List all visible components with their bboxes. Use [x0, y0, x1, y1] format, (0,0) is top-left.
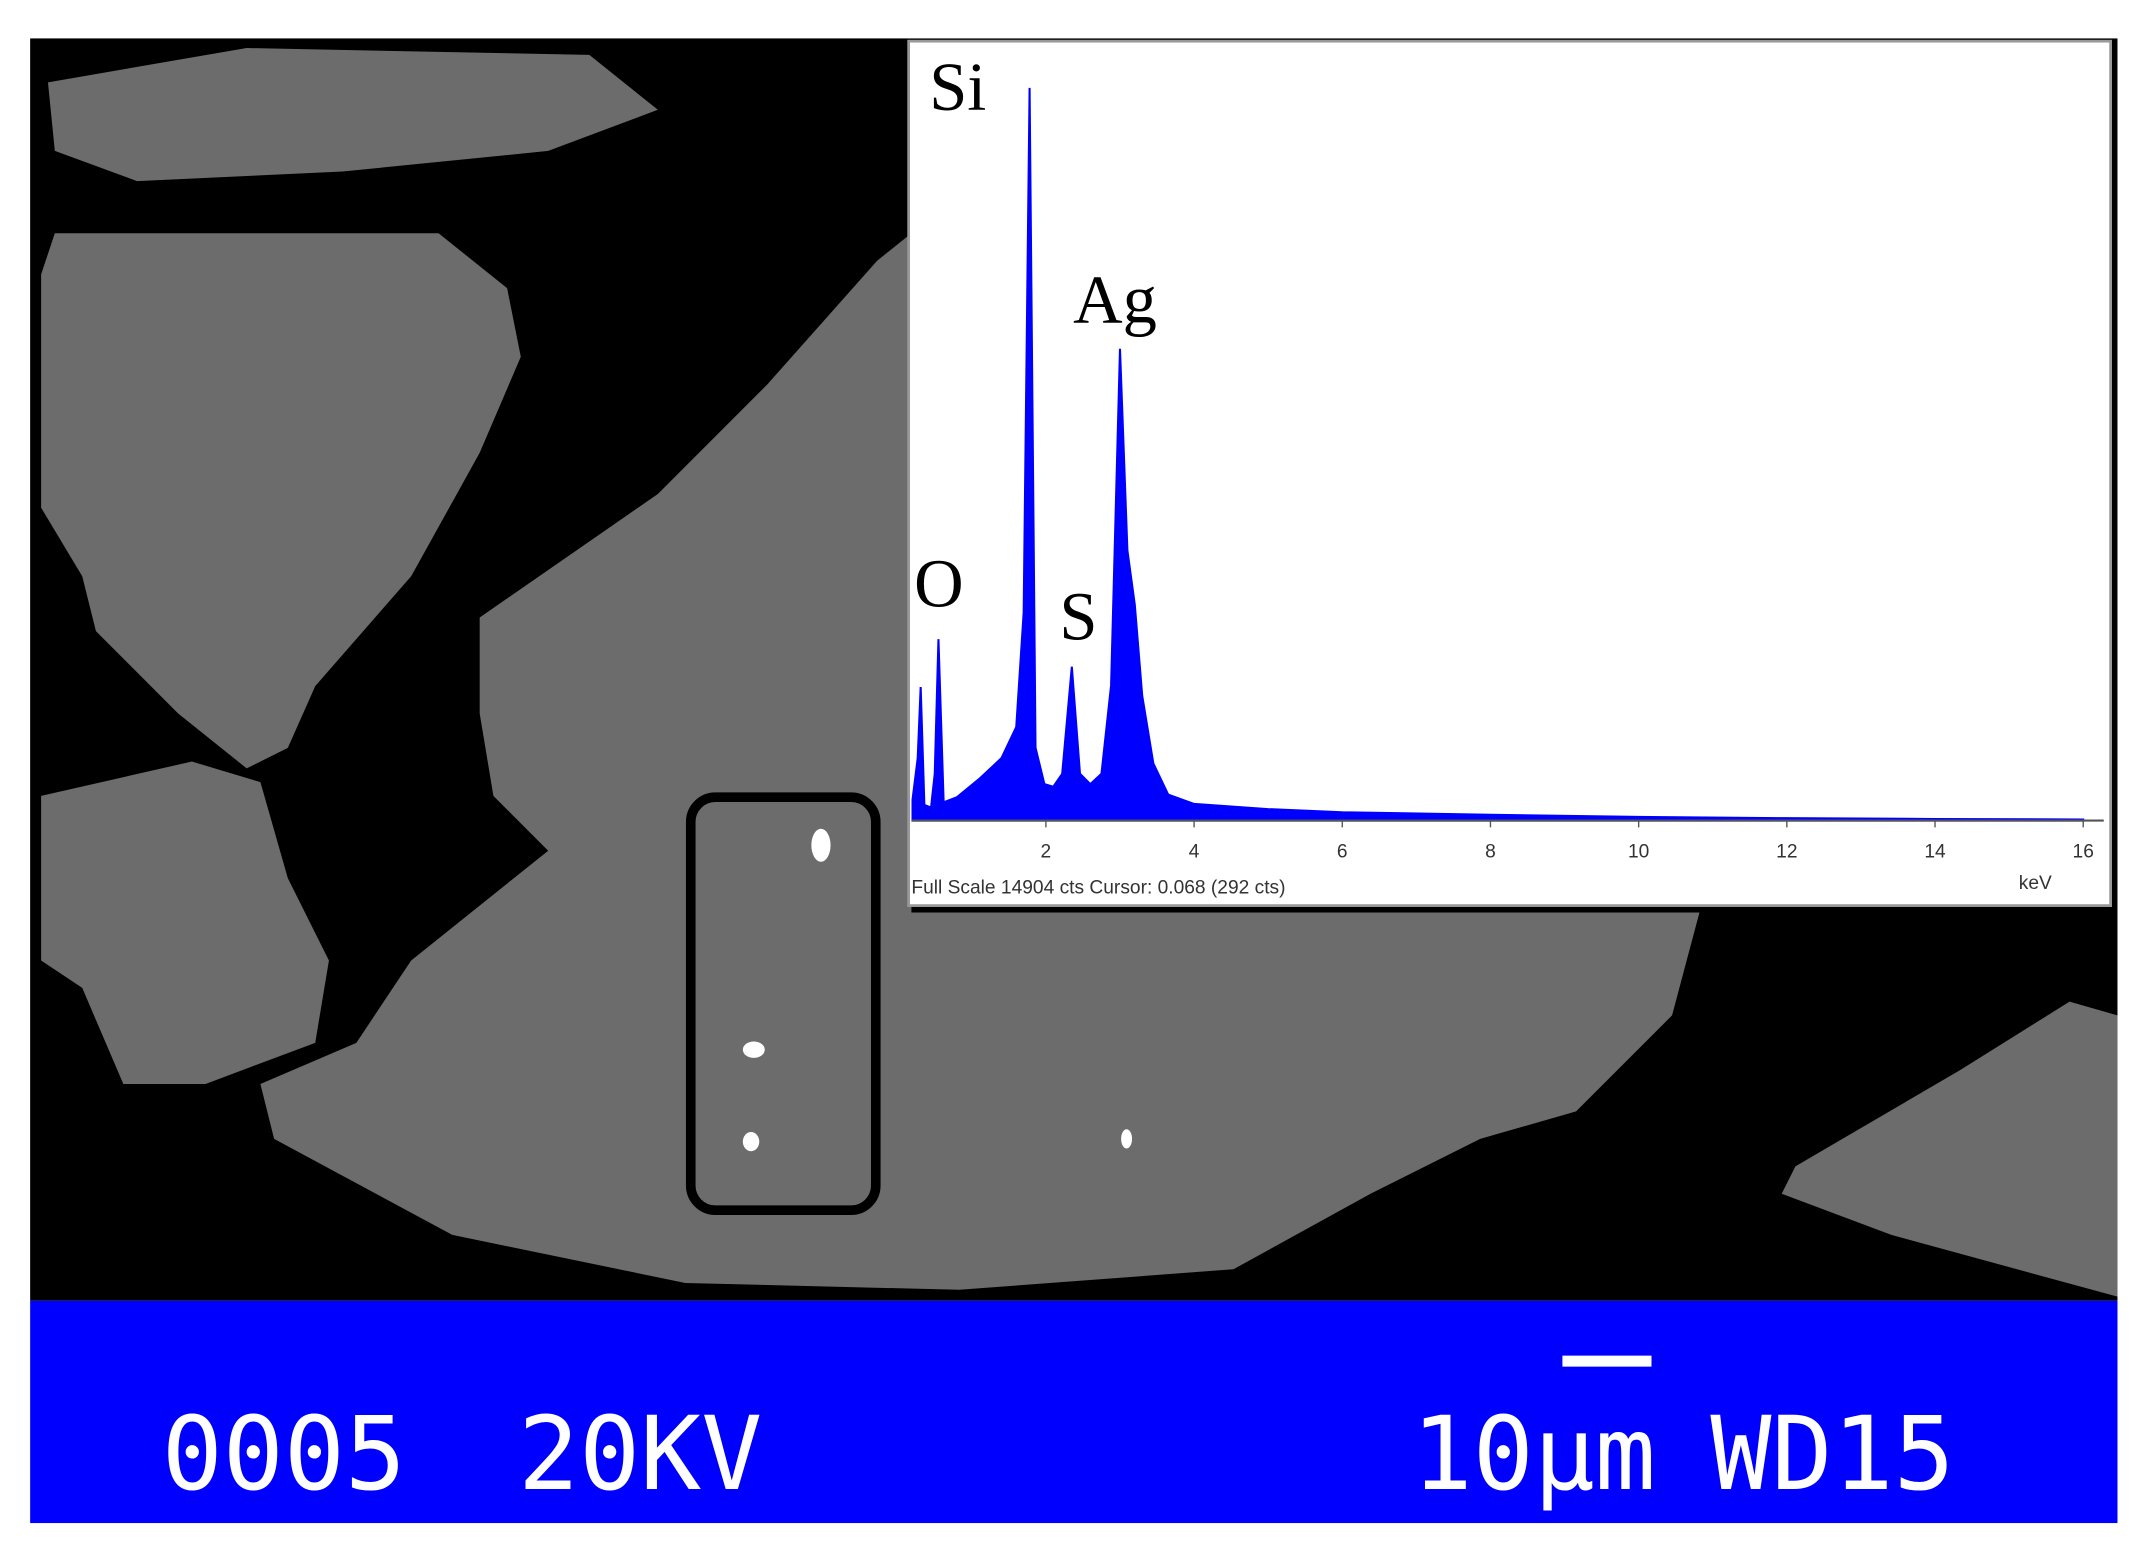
particle — [47, 48, 658, 182]
spectrum — [911, 87, 2085, 822]
x-tick-label: 6 — [1337, 842, 1348, 863]
info-bar — [30, 1300, 2118, 1524]
inclusion — [1121, 1129, 1133, 1149]
x-tick-label: 8 — [1485, 842, 1496, 863]
bright-inclusions — [742, 828, 1133, 1152]
spectrum-footer: Full Scale 14904 cts Cursor: 0.068 (292 … — [911, 877, 1285, 898]
peak-label: Si — [929, 49, 986, 125]
magnification: 0005 — [162, 1395, 406, 1513]
inclusion — [742, 1041, 765, 1058]
x-tick-label: 2 — [1041, 842, 1052, 863]
peak-label: Ag — [1073, 261, 1157, 337]
particles — [41, 48, 2118, 1297]
particle — [41, 761, 329, 1084]
particle — [1781, 1001, 2118, 1297]
region-box — [685, 792, 881, 1216]
inclusion — [811, 828, 831, 862]
inclusion — [742, 1132, 760, 1152]
x-axis-label: keV — [2019, 873, 2052, 894]
spectrum-inset — [907, 39, 2112, 907]
x-tick-label: 16 — [2073, 842, 2094, 863]
x-tick-label: 4 — [1189, 842, 1200, 863]
working-distance: WD15 — [1710, 1395, 1954, 1513]
x-tick-label: 14 — [1924, 842, 1946, 863]
particle — [41, 233, 521, 769]
peak-label: S — [1059, 578, 1097, 654]
peak-label: O — [914, 545, 963, 621]
x-tick-label: 10 — [1628, 842, 1649, 863]
voltage: 20KV — [518, 1395, 762, 1513]
particle — [260, 233, 1700, 1290]
scale-label: 10µm — [1412, 1395, 1656, 1513]
x-tick-label: 12 — [1776, 842, 1797, 863]
